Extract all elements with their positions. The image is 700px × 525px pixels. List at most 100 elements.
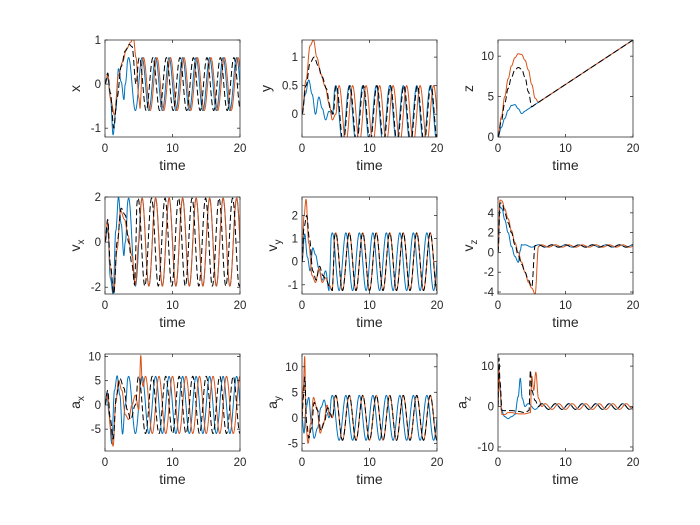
x-tick-label: 20: [234, 300, 247, 312]
series-line-vz-orange: [498, 199, 633, 294]
y-axis-label: vy: [264, 240, 284, 252]
y-axis-label: az: [454, 396, 474, 409]
series-line-ay-black: [302, 376, 437, 441]
y-tick-label: -2: [484, 267, 494, 279]
x-tick-label: 0: [299, 143, 305, 155]
x-tick-label: 10: [363, 300, 376, 312]
y-axis-label: y: [258, 85, 274, 92]
x-tick-label: 20: [234, 143, 247, 155]
x-tick-label: 0: [495, 300, 501, 312]
y-tick-label: 0: [488, 247, 494, 259]
y-tick-label: 0: [95, 400, 101, 412]
series-line-vx-black: [105, 197, 240, 294]
y-tick-label: -10: [477, 442, 494, 454]
series-group-ax: [105, 355, 240, 447]
y-tick-label: 0: [488, 132, 494, 144]
x-tick-label: 0: [102, 300, 108, 312]
series-line-az-orange: [498, 369, 633, 416]
x-tick-label: 20: [627, 300, 640, 312]
y-axis-label-main: x: [67, 85, 83, 92]
y-axis-label-subscript: z: [463, 396, 474, 401]
x-tick-label: 20: [431, 143, 444, 155]
y-axis-label-main: v: [67, 245, 83, 252]
plot-area-z: [498, 40, 633, 137]
series-group-vy: [302, 198, 437, 292]
y-axis-label-subscript: x: [76, 396, 87, 401]
plot-area-az: [498, 354, 633, 451]
x-axis-label: time: [159, 314, 186, 330]
y-axis-label-main: v: [460, 245, 476, 252]
y-tick-label: 5: [95, 376, 101, 388]
series-line-x-blue: [105, 57, 240, 136]
y-tick-label: 1: [292, 52, 298, 64]
series-group-ay: [302, 356, 437, 444]
x-axis-label: time: [159, 471, 186, 487]
y-tick-label: 4: [488, 208, 495, 220]
y-tick-label: -2: [91, 282, 101, 294]
y-axis-label: x: [67, 85, 83, 92]
series-line-vz-black: [498, 202, 633, 288]
x-axis-label: time: [356, 157, 383, 173]
y-tick-label: 1: [95, 35, 101, 47]
series-line-vy-blue: [302, 232, 437, 292]
series-line-ax-orange: [105, 355, 240, 447]
x-tick-label: 20: [431, 457, 444, 469]
series-line-y-black: [302, 56, 437, 137]
x-tick-label: 10: [559, 457, 572, 469]
x-axis-label: time: [159, 157, 186, 173]
series-line-ax-blue: [105, 375, 240, 445]
y-tick-label: 10: [285, 362, 298, 374]
y-axis-label-main: v: [264, 245, 280, 252]
y-axis-label-subscript: y: [273, 240, 284, 245]
series-group-z: [498, 40, 633, 137]
x-tick-label: 0: [102, 143, 108, 155]
plot-area-y: [302, 40, 437, 137]
subplot-z: 0 10 20 0 5 10 time z: [460, 39, 640, 173]
series-line-z-black: [498, 40, 633, 137]
y-axis-label: vz: [460, 240, 480, 252]
x-tick-label: 0: [495, 143, 501, 155]
series-line-az-black: [498, 357, 633, 414]
y-tick-label: 5: [488, 92, 494, 104]
y-tick-label: 0: [292, 257, 298, 269]
series-group-vx: [105, 197, 240, 294]
x-axis-label: time: [552, 314, 579, 330]
subplot-y: 0 10 20 0 0.5 1 time y: [258, 39, 444, 173]
series-line-vy-black: [302, 215, 437, 292]
y-axis-label-subscript: z: [469, 240, 480, 245]
series-line-y-blue: [302, 79, 437, 137]
x-axis-label: time: [356, 471, 383, 487]
series-group-x: [105, 40, 240, 136]
y-tick-label: 1: [292, 234, 298, 246]
x-tick-label: 0: [299, 300, 305, 312]
y-axis-label: vx: [67, 240, 87, 252]
series-line-ay-blue: [302, 394, 437, 441]
y-axis-label: ax: [67, 396, 87, 409]
y-tick-label: 2: [95, 192, 101, 204]
x-tick-label: 0: [495, 457, 501, 469]
y-axis-label-main: y: [258, 85, 274, 92]
x-axis-label: time: [552, 471, 579, 487]
x-axis-label: time: [356, 314, 383, 330]
y-axis-label-main: a: [67, 401, 83, 409]
y-axis-label-main: z: [460, 85, 476, 92]
y-tick-label: 0: [292, 109, 298, 121]
y-tick-label: 10: [481, 51, 494, 63]
y-tick-label: 0.5: [282, 81, 298, 93]
y-axis-label: ay: [264, 396, 284, 409]
series-line-x-black: [105, 43, 240, 129]
y-tick-label: 0: [95, 237, 101, 249]
x-tick-label: 0: [299, 457, 305, 469]
y-axis-label-main: a: [264, 401, 280, 409]
x-tick-label: 10: [559, 143, 572, 155]
x-tick-label: 10: [559, 300, 572, 312]
x-tick-label: 10: [363, 143, 376, 155]
x-tick-label: 20: [627, 143, 640, 155]
y-axis-label-main: a: [454, 401, 470, 409]
x-tick-label: 10: [166, 143, 179, 155]
y-tick-label: -5: [91, 424, 101, 436]
